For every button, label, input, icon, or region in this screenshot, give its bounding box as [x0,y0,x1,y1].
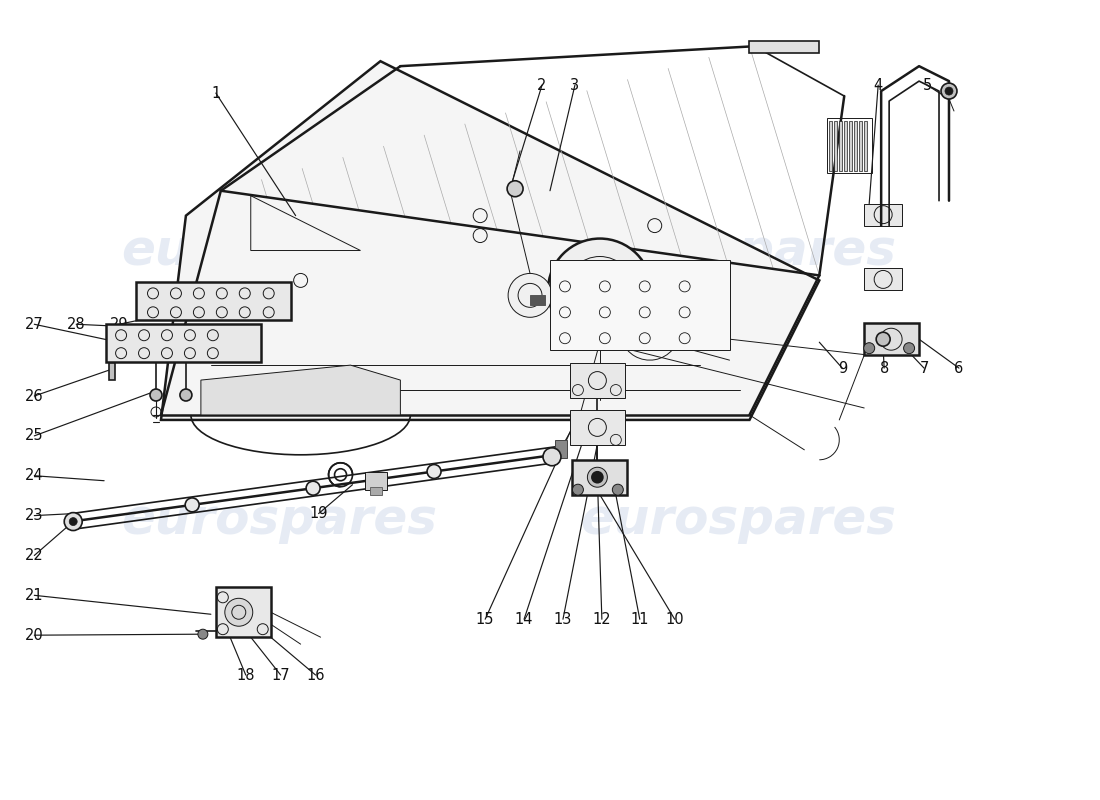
Circle shape [903,342,914,354]
Bar [530,295,544,306]
Circle shape [572,484,583,495]
Text: eurospares: eurospares [121,495,437,543]
Text: 23: 23 [25,508,44,523]
Bar [550,261,729,350]
Text: eurospares: eurospares [580,495,895,543]
Bar [365,472,387,490]
Bar [839,121,843,170]
Bar [865,121,867,170]
Circle shape [543,448,561,466]
Text: 19: 19 [309,506,328,521]
Text: 3: 3 [571,78,580,93]
Text: 26: 26 [25,389,44,403]
Text: 4: 4 [873,78,883,93]
Bar [109,363,116,380]
Circle shape [672,273,727,328]
Text: 28: 28 [67,317,86,332]
Bar [371,486,383,494]
Bar [136,282,290,320]
Text: 25: 25 [25,428,44,443]
Bar [865,323,920,355]
Text: eurospares: eurospares [121,226,437,274]
Text: 17: 17 [272,667,290,682]
Bar [570,410,625,445]
Circle shape [64,513,82,530]
Circle shape [945,87,953,95]
Bar [865,204,902,226]
Circle shape [587,467,607,487]
Circle shape [864,342,874,354]
Circle shape [587,278,612,302]
Text: 1: 1 [211,86,220,101]
Text: 18: 18 [236,667,255,682]
Bar [859,121,862,170]
Text: 20: 20 [25,628,44,642]
Text: 14: 14 [515,612,534,626]
Bar [834,121,837,170]
Bar [849,121,852,170]
Circle shape [198,630,208,639]
Text: 6: 6 [955,361,964,376]
Text: 27: 27 [25,317,44,332]
Bar [829,121,833,170]
Circle shape [592,472,603,482]
Bar [865,269,902,290]
Circle shape [180,389,191,401]
Circle shape [613,484,624,495]
Polygon shape [161,61,820,420]
Text: eurospares: eurospares [580,226,895,274]
Bar [749,42,820,54]
Bar [572,460,627,494]
Text: 22: 22 [25,548,44,563]
Circle shape [306,482,320,495]
Text: 10: 10 [666,612,684,626]
Text: 11: 11 [630,612,649,626]
Circle shape [548,238,651,342]
Circle shape [508,274,552,318]
Bar [556,440,566,458]
Bar [216,587,271,637]
Text: 2: 2 [537,78,547,93]
Text: 8: 8 [880,361,889,376]
Text: 13: 13 [553,612,572,626]
Text: 15: 15 [476,612,494,626]
Circle shape [427,465,441,478]
Circle shape [185,498,199,512]
Text: 16: 16 [306,667,324,682]
Circle shape [507,181,524,197]
Circle shape [877,332,890,346]
Text: 9: 9 [837,361,847,376]
Text: 21: 21 [25,588,44,603]
Bar [845,121,847,170]
Circle shape [150,389,162,401]
Polygon shape [201,365,400,415]
Text: 12: 12 [593,612,612,626]
Text: 7: 7 [920,361,928,376]
Bar [106,324,261,362]
Bar [827,118,872,173]
Text: 24: 24 [25,468,44,483]
Text: 29: 29 [110,317,129,332]
Circle shape [224,598,253,626]
Bar [855,121,857,170]
Text: 5: 5 [923,78,932,93]
Circle shape [940,83,957,99]
Bar [570,363,625,398]
Circle shape [69,518,77,526]
